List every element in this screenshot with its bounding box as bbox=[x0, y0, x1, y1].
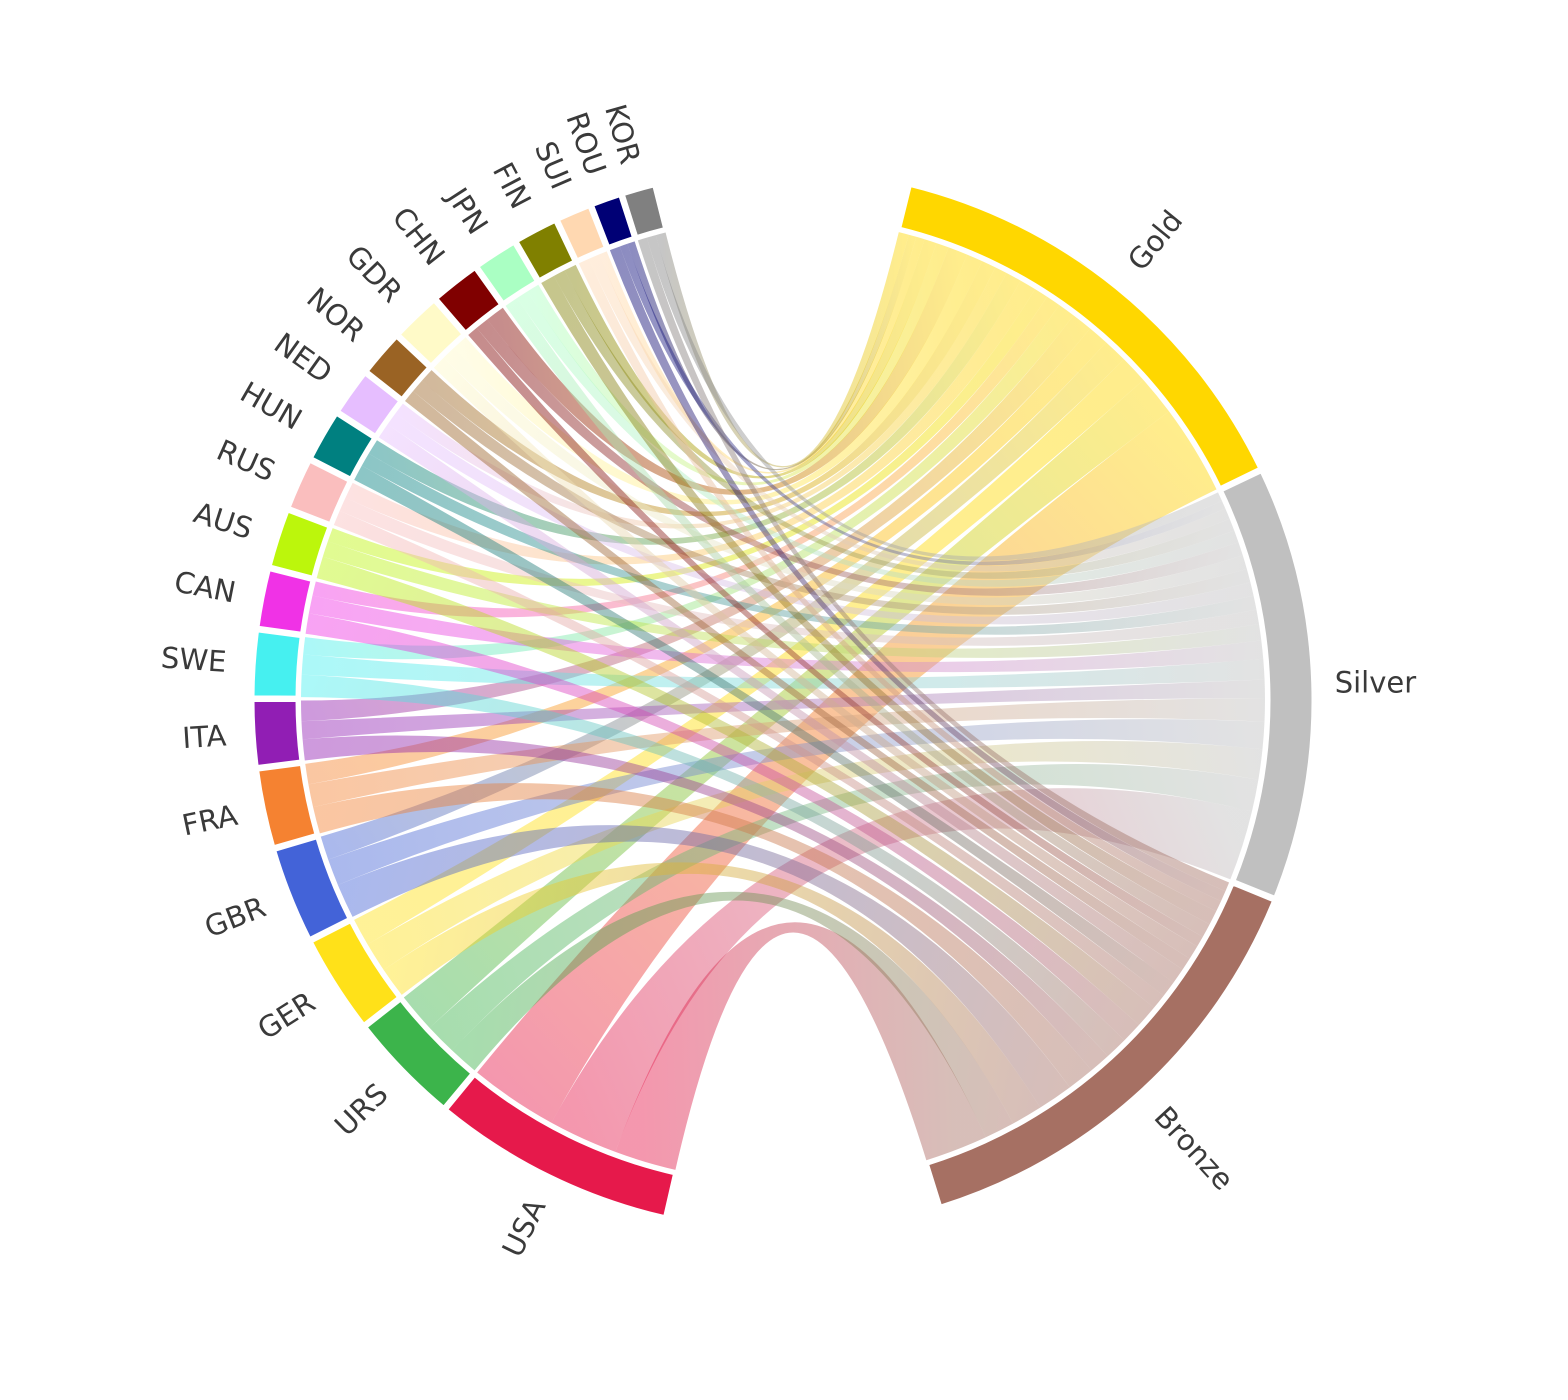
arc-bronze[interactable] bbox=[925, 882, 1276, 1208]
arc-kor[interactable] bbox=[621, 184, 667, 239]
ribbon-ger-silver[interactable] bbox=[367, 740, 1263, 970]
label-ger: GER bbox=[251, 985, 321, 1046]
label-jpn: JPN bbox=[439, 180, 495, 240]
ribbon-ned-gold[interactable] bbox=[395, 267, 1007, 529]
label-urs: URS bbox=[328, 1077, 395, 1143]
arc-chn[interactable] bbox=[434, 266, 503, 335]
ribbon-urs-bronze[interactable] bbox=[452, 891, 1014, 1138]
ribbon-sui-silver[interactable] bbox=[588, 254, 1230, 572]
arc-usa[interactable] bbox=[444, 1073, 677, 1219]
ribbon-gdr-silver[interactable] bbox=[443, 348, 1247, 606]
arc-jpn[interactable] bbox=[475, 241, 539, 305]
label-bronze: Bronze bbox=[1148, 1100, 1241, 1197]
ribbon-chn-silver[interactable] bbox=[476, 319, 1243, 596]
ribbon-ned-bronze[interactable] bbox=[378, 424, 1183, 983]
ribbon-rus-silver[interactable] bbox=[339, 497, 1259, 646]
arc-gold[interactable] bbox=[897, 183, 1262, 490]
ribbon-urs-silver[interactable] bbox=[429, 764, 1259, 1051]
ribbon-ger-gold[interactable] bbox=[354, 359, 1144, 945]
arc-ned[interactable] bbox=[336, 371, 402, 438]
arc-silver[interactable] bbox=[1219, 469, 1315, 900]
arc-fin[interactable] bbox=[515, 219, 576, 282]
label-gold: Gold bbox=[1121, 204, 1189, 277]
label-silver: Silver bbox=[1335, 665, 1417, 699]
label-nor: NOR bbox=[300, 281, 371, 349]
ribbon-fra-silver[interactable] bbox=[308, 697, 1265, 808]
ribbon-kor-gold[interactable] bbox=[655, 232, 909, 468]
label-usa: USA bbox=[495, 1193, 552, 1262]
ribbon-aus-gold[interactable] bbox=[327, 289, 1048, 587]
arcs-layer bbox=[251, 183, 1315, 1219]
arc-aus[interactable] bbox=[268, 509, 331, 580]
label-fra: FRA bbox=[179, 798, 240, 843]
ribbon-fra-bronze[interactable] bbox=[313, 783, 1092, 1088]
label-chn: CHN bbox=[385, 201, 451, 272]
label-hun: HUN bbox=[235, 375, 308, 437]
label-swe: SWE bbox=[160, 640, 228, 678]
ribbon-jpn-silver[interactable] bbox=[517, 291, 1239, 587]
label-gdr: GDR bbox=[340, 239, 409, 309]
ribbon-hun-silver[interactable] bbox=[361, 453, 1257, 635]
ribbon-ita-silver[interactable] bbox=[301, 679, 1265, 740]
arc-nor[interactable] bbox=[365, 335, 431, 401]
arc-ita[interactable] bbox=[251, 698, 303, 769]
arc-can[interactable] bbox=[256, 567, 314, 635]
ribbon-hun-bronze[interactable] bbox=[354, 465, 1174, 996]
arc-gdr[interactable] bbox=[396, 298, 466, 368]
arc-gbr[interactable] bbox=[272, 835, 352, 941]
label-aus: AUS bbox=[190, 495, 257, 546]
arc-sui[interactable] bbox=[556, 204, 608, 262]
arc-swe[interactable] bbox=[251, 629, 303, 699]
ribbon-usa-silver[interactable] bbox=[551, 788, 1252, 1152]
arc-rus[interactable] bbox=[287, 459, 352, 526]
label-ita: ITA bbox=[181, 718, 227, 755]
label-gbr: GBR bbox=[200, 890, 271, 945]
arc-rou[interactable] bbox=[590, 193, 636, 249]
ribbon-rou-silver[interactable] bbox=[619, 243, 1226, 566]
arc-hun[interactable] bbox=[309, 412, 376, 481]
label-rus: RUS bbox=[212, 433, 280, 488]
label-fin: FIN bbox=[486, 157, 538, 214]
ribbon-ger-bronze[interactable] bbox=[383, 862, 1041, 1124]
label-can: CAN bbox=[171, 564, 238, 609]
ribbon-nor-bronze[interactable] bbox=[404, 391, 1190, 970]
arc-fra[interactable] bbox=[255, 762, 318, 849]
arc-ger[interactable] bbox=[309, 919, 401, 1027]
arc-urs[interactable] bbox=[363, 997, 475, 1110]
ribbon-fin-silver[interactable] bbox=[553, 270, 1235, 579]
ribbons-layer bbox=[301, 232, 1265, 1170]
label-ned: NED bbox=[268, 326, 339, 390]
